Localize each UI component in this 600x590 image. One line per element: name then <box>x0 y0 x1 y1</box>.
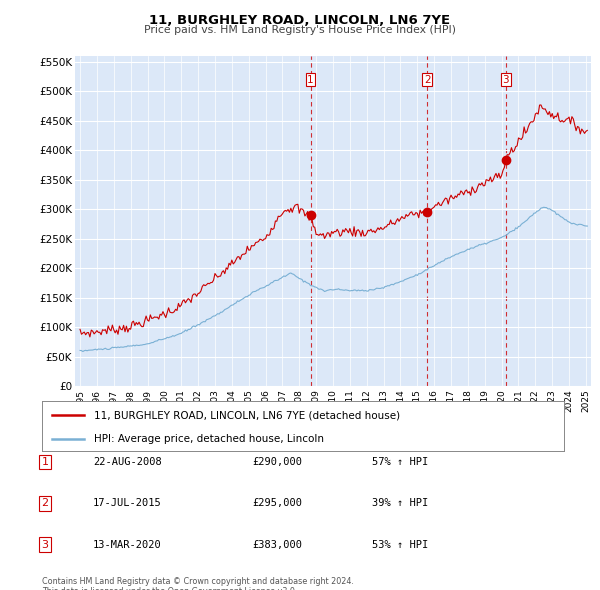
Text: 3: 3 <box>503 75 509 84</box>
Text: 53% ↑ HPI: 53% ↑ HPI <box>372 540 428 549</box>
Text: 1: 1 <box>307 75 314 84</box>
Text: 57% ↑ HPI: 57% ↑ HPI <box>372 457 428 467</box>
Text: 11, BURGHLEY ROAD, LINCOLN, LN6 7YE: 11, BURGHLEY ROAD, LINCOLN, LN6 7YE <box>149 14 451 27</box>
Text: 2: 2 <box>424 75 430 84</box>
Text: 39% ↑ HPI: 39% ↑ HPI <box>372 499 428 508</box>
Text: HPI: Average price, detached house, Lincoln: HPI: Average price, detached house, Linc… <box>94 434 324 444</box>
Text: 1: 1 <box>41 457 49 467</box>
Text: Contains HM Land Registry data © Crown copyright and database right 2024.
This d: Contains HM Land Registry data © Crown c… <box>42 577 354 590</box>
Text: 17-JUL-2015: 17-JUL-2015 <box>93 499 162 508</box>
Text: 11, BURGHLEY ROAD, LINCOLN, LN6 7YE (detached house): 11, BURGHLEY ROAD, LINCOLN, LN6 7YE (det… <box>94 410 400 420</box>
Text: 3: 3 <box>41 540 49 549</box>
Text: 13-MAR-2020: 13-MAR-2020 <box>93 540 162 549</box>
Text: £383,000: £383,000 <box>252 540 302 549</box>
Text: £295,000: £295,000 <box>252 499 302 508</box>
Text: £290,000: £290,000 <box>252 457 302 467</box>
Text: 2: 2 <box>41 499 49 508</box>
Text: 22-AUG-2008: 22-AUG-2008 <box>93 457 162 467</box>
Text: Price paid vs. HM Land Registry's House Price Index (HPI): Price paid vs. HM Land Registry's House … <box>144 25 456 35</box>
